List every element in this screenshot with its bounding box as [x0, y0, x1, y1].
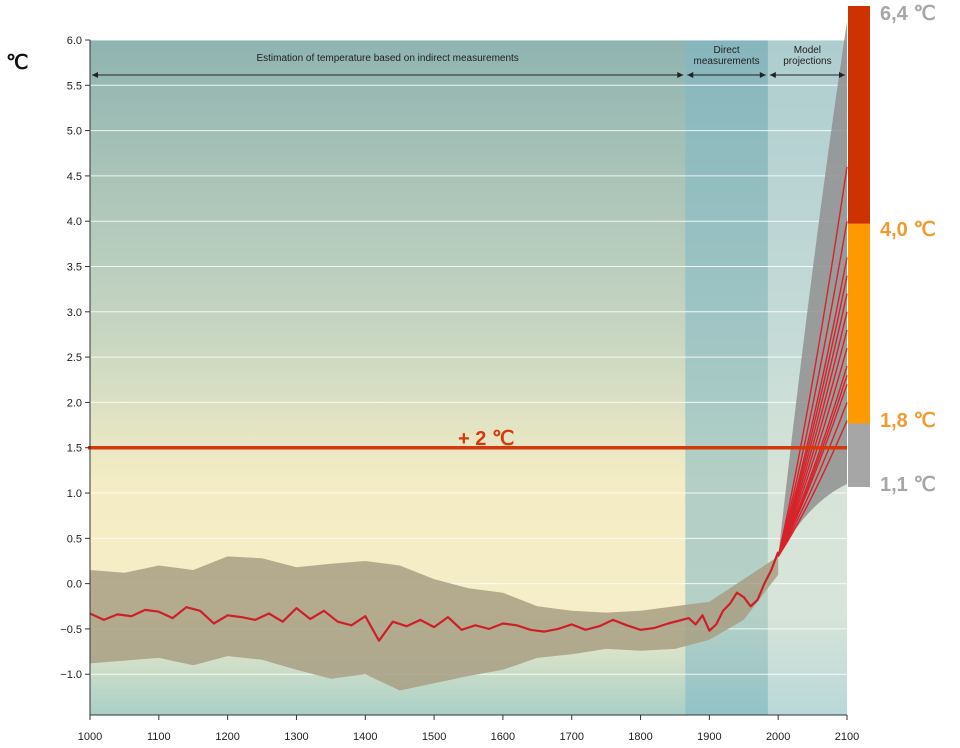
- threshold-label: + 2 ℃: [458, 428, 514, 450]
- projection-line: [777, 166, 848, 557]
- x-tick-label: 1300: [284, 731, 308, 743]
- x-tick-label: 1100: [147, 731, 171, 743]
- axes: 6.0 5.5 5.0 4.5 4.0 3.5 3.0 2.5 2.0 1.5 1.0 0.5 0.0 −…: [60, 35, 859, 743]
- x-tick-label: 1800: [628, 731, 652, 743]
- projection-line: [777, 402, 848, 557]
- y-tick-label: 0.5: [67, 533, 82, 545]
- y-tick-label: 6.0: [67, 35, 82, 47]
- y-tick-label: 3.5: [67, 262, 82, 274]
- region-label: Estimation of temperature based on indir…: [256, 53, 518, 64]
- region-arrowhead: [839, 72, 845, 78]
- x-tick-label: 1900: [697, 731, 721, 743]
- range-label: 6,4 ℃: [880, 3, 936, 25]
- y-tick-label: 4.5: [67, 171, 82, 183]
- projection-band: [778, 21, 847, 557]
- x-tick-label: 1700: [559, 731, 583, 743]
- region-label: Model: [794, 45, 821, 56]
- y-tick-label: −1.0: [60, 669, 82, 681]
- region-label: measurements: [693, 56, 759, 67]
- range-label: 4,0 ℃: [880, 219, 936, 241]
- y-tick-label: 4.0: [67, 216, 82, 228]
- range-label: 1,8 ℃: [880, 410, 936, 432]
- x-tick-label: 2100: [835, 731, 859, 743]
- projection-line: [777, 221, 848, 557]
- region-arrowhead: [677, 72, 684, 78]
- y-tick-label: 5.0: [67, 126, 82, 138]
- range-label: 1,1 ℃: [880, 474, 936, 496]
- region-label: Direct: [714, 45, 740, 56]
- y-tick-label: 0.0: [67, 579, 82, 591]
- scenario-range-bar: 6,4 ℃ 4,0 ℃ 1,8 ℃ 1,1 ℃: [848, 3, 936, 496]
- uncertainty-band-area: [90, 556, 779, 691]
- region-label: projections: [783, 56, 831, 67]
- uncertainty-band: [90, 556, 779, 691]
- range-segment: [848, 6, 870, 224]
- y-tick-label: 2.0: [67, 397, 82, 409]
- region-arrowhead: [687, 72, 694, 78]
- reconstruction-mean-line: [89, 551, 780, 642]
- region-arrowhead: [759, 72, 766, 78]
- y-tick-label: 5.5: [67, 80, 82, 92]
- x-tick-label: 1000: [78, 731, 102, 743]
- range-segment: [848, 223, 870, 424]
- x-tick-label: 1400: [353, 731, 377, 743]
- x-tick-label: 1200: [215, 731, 239, 743]
- region-arrowhead: [92, 72, 98, 78]
- region-arrowhead: [769, 72, 776, 78]
- y-tick-label: −0.5: [60, 624, 82, 636]
- y-tick-label: 1.0: [67, 488, 82, 500]
- range-segment: [848, 423, 870, 487]
- reconstruction-line: [89, 551, 780, 642]
- region-labels: Estimation of temperature based on indir…: [92, 45, 845, 78]
- y-tick-label: 1.5: [67, 443, 82, 455]
- x-tick-label: 1600: [491, 731, 515, 743]
- x-tick-label: 2000: [766, 731, 790, 743]
- projection-band-area: [778, 21, 847, 557]
- projection-lines: [777, 166, 848, 557]
- y-tick-label: 2.5: [67, 352, 82, 364]
- y-tick-label: 3.0: [67, 307, 82, 319]
- projection-line: [777, 420, 848, 557]
- projection-line: [777, 384, 848, 557]
- x-tick-label: 1500: [422, 731, 446, 743]
- y-axis-unit-label: ℃: [6, 52, 28, 74]
